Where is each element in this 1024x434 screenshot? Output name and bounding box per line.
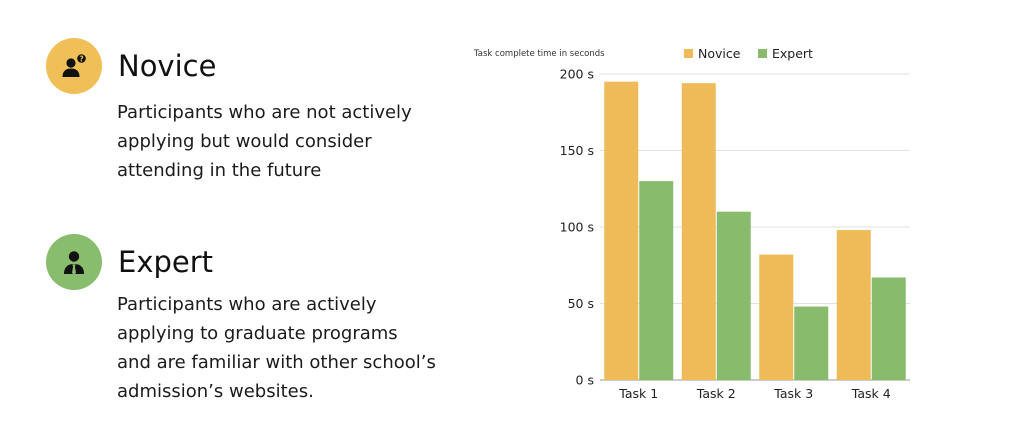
bar-expert-task-2: [716, 211, 751, 380]
y-tick-label: 200 s: [560, 67, 594, 82]
bar-novice-task-4: [836, 230, 871, 380]
y-tick-label: 150 s: [560, 143, 594, 158]
expert-description: Participants who are actively applying t…: [117, 294, 436, 402]
bar-expert-task-1: [639, 181, 674, 380]
bar-novice-task-2: [681, 83, 716, 381]
y-tick-label: 100 s: [560, 220, 594, 235]
novice-title: Novice: [118, 49, 217, 83]
legend-swatch-novice: [684, 49, 693, 58]
svg-text:?: ?: [79, 55, 83, 64]
legend-label-novice: Novice: [698, 46, 741, 61]
novice-avatar: ?: [46, 38, 102, 94]
y-axis-label: Task complete time in seconds: [473, 49, 605, 59]
bar-expert-task-3: [794, 306, 829, 380]
bar-novice-task-3: [759, 254, 794, 380]
y-tick-label: 50 s: [568, 296, 594, 311]
task-time-bar-chart: Task complete time in seconds Novice Exper…: [473, 46, 910, 401]
expert-avatar: [46, 234, 102, 290]
user-tie-icon: [64, 251, 84, 275]
bar-expert-task-4: [871, 277, 906, 380]
bar-novice-task-1: [604, 81, 639, 381]
expert-title: Expert: [118, 245, 214, 279]
x-tick-label: Task 3: [773, 386, 813, 401]
user-question-icon: ?: [62, 54, 86, 77]
x-tick-label: Task 4: [851, 386, 891, 401]
y-tick-label: 0 s: [576, 373, 594, 388]
legend-swatch-expert: [758, 49, 767, 58]
novice-description: Participants who are not actively applyi…: [117, 102, 412, 181]
legend-label-expert: Expert: [772, 46, 813, 61]
x-tick-label: Task 2: [696, 386, 736, 401]
x-tick-label: Task 1: [618, 386, 658, 401]
